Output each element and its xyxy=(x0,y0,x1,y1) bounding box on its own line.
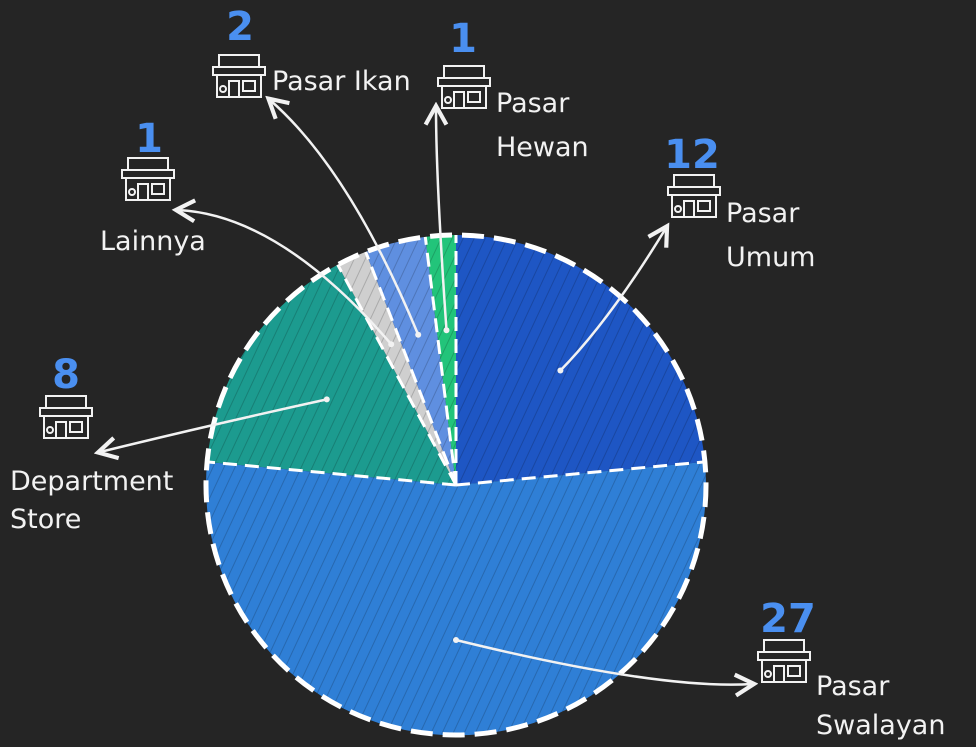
category-label-department-store: Department xyxy=(10,466,173,497)
slice-texture-pasar-umum xyxy=(456,235,705,485)
value-label-pasar-swalayan: 27 xyxy=(760,596,816,642)
category-label-department-store: Store xyxy=(10,504,81,535)
market-building-icon xyxy=(437,65,491,109)
value-label-lainnya: 1 xyxy=(135,116,163,162)
category-label-pasar-hewan: Hewan xyxy=(496,132,589,163)
callout-arrow-department-store xyxy=(100,398,328,452)
category-label-pasar-swalayan: Swalayan xyxy=(816,710,945,741)
value-label-pasar-hewan: 1 xyxy=(449,16,477,62)
slice-separator xyxy=(455,460,706,487)
callout-arrow-pasar-swalayan xyxy=(455,638,752,685)
market-building-icon xyxy=(757,639,811,683)
category-label-lainnya: Lainnya xyxy=(100,226,206,257)
slice-separator xyxy=(206,460,457,487)
value-label-department-store: 8 xyxy=(52,352,80,398)
category-label-pasar-swalayan: Pasar xyxy=(816,671,890,702)
slice-separator xyxy=(336,263,458,486)
slice-texture-pasar-swalayan xyxy=(206,461,707,736)
value-label-pasar-umum: 12 xyxy=(664,132,720,178)
callout-arrow-lainnya xyxy=(178,210,393,346)
slice-separator xyxy=(423,236,458,486)
callout-arrow-pasar-ikan xyxy=(270,100,420,336)
market-building-icon xyxy=(212,54,266,98)
market-building-icon xyxy=(667,174,721,218)
category-label-pasar-ikan: Pasar Ikan xyxy=(272,66,411,97)
category-label-pasar-umum: Umum xyxy=(726,242,815,273)
slice-texture-pasar-ikan xyxy=(365,236,456,485)
category-label-pasar-umum: Pasar xyxy=(726,198,800,229)
callout-arrow-pasar-umum xyxy=(559,228,666,372)
value-label-pasar-ikan: 2 xyxy=(226,4,254,50)
market-building-icon xyxy=(121,157,175,201)
callouts: 12PasarUmum27PasarSwalayan8DepartmentSto… xyxy=(10,4,945,741)
pie-outline xyxy=(203,232,709,738)
pie xyxy=(203,232,709,738)
callout-arrow-pasar-hewan xyxy=(436,108,447,331)
category-label-pasar-hewan: Pasar xyxy=(496,88,570,119)
slice-texture-lainnya xyxy=(337,251,456,485)
slice-separator xyxy=(364,251,458,486)
market-building-icon xyxy=(39,395,93,439)
